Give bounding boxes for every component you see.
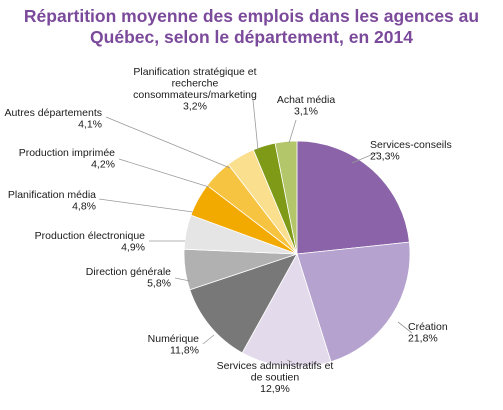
slice-label-1: Création 21,8% [408,321,448,345]
slice-value-1: 21,8% [408,333,438,345]
slice-name-8-line-0: Autres départements [5,107,102,119]
slice-label-4: Direction générale 5,8% [86,266,171,290]
pie-slice-2 [241,252,332,368]
leader-line-10 [288,119,297,144]
chart-title: Répartition moyenne des emplois dans les… [0,6,503,48]
slice-name-2-line-0: Services administratifs et [217,360,334,372]
slice-name-9-line-1: recherche [172,78,219,90]
leader-line-2 [286,359,293,363]
pie-slice-0 [296,140,410,255]
slice-value-4: 5,8% [147,278,171,290]
leader-line-0 [351,151,379,164]
pie-slice-3 [189,253,298,354]
slice-label-6: Planification média 4,8% [8,189,96,213]
slice-labels: Services-conseils 23,3% Création 21,8% Servi… [5,66,452,395]
slice-label-10: Achat média 3,1% [277,94,336,118]
slice-name-2-line-1: de soutien [251,372,300,384]
slice-name-3-line-0: Numérique [148,333,200,345]
leader-line-4 [174,277,191,282]
slice-name-0-line-0: Services-conseils [370,139,452,151]
slice-label-0: Services-conseils 23,3% [370,139,452,163]
slice-label-7: Production imprimée 4,2% [19,147,115,171]
slice-value-3: 11,8% [170,345,199,357]
pie-slice-10 [274,140,298,255]
slice-name-1-line-0: Création [408,321,448,333]
leader-line-7 [118,158,210,188]
leader-line-6 [98,198,194,213]
slice-label-3: Numérique 11,8% [148,333,200,357]
slice-name-9-line-0: Planification stratégique et [133,66,256,78]
slice-value-5: 4,9% [121,242,145,254]
chart-title-line-1: Répartition moyenne des emplois dans les… [23,6,480,26]
slice-name-7-line-0: Production imprimée [19,147,115,159]
slice-name-10-line-0: Achat média [277,94,336,106]
leader-line-1 [397,321,413,334]
leader-line-3 [202,334,215,345]
slice-name-4-line-0: Direction générale [86,266,171,278]
slice-label-2: Services administratifs et de soutien 12,9… [217,360,334,395]
pie-slice-1 [296,241,411,363]
leader-line-9 [252,99,259,151]
slice-value-8: 4,1% [78,119,102,131]
slice-value-0: 23,3% [370,151,400,163]
slice-name-6-line-0: Planification média [8,189,96,201]
slice-value-6: 4,8% [72,201,96,213]
leader-line-8 [105,116,231,169]
slice-name-5-line-0: Production électronique [35,230,145,242]
leader-lines [98,99,413,363]
slice-label-5: Production électronique 4,9% [35,230,145,254]
pie-slices [183,140,411,368]
chart-title-line-2: Québec, selon le département, en 2014 [90,27,413,47]
slice-value-9: 3,2% [183,101,207,113]
slice-label-8: Autres départements 4,1% [5,107,102,131]
slice-value-2: 12,9% [260,383,290,395]
slice-value-10: 3,1% [294,106,318,118]
slice-label-9: Planification stratégique et recherche con… [133,66,257,113]
slice-name-9-line-2: consommateurs/marketing [133,89,257,101]
slice-value-7: 4,2% [91,159,115,171]
